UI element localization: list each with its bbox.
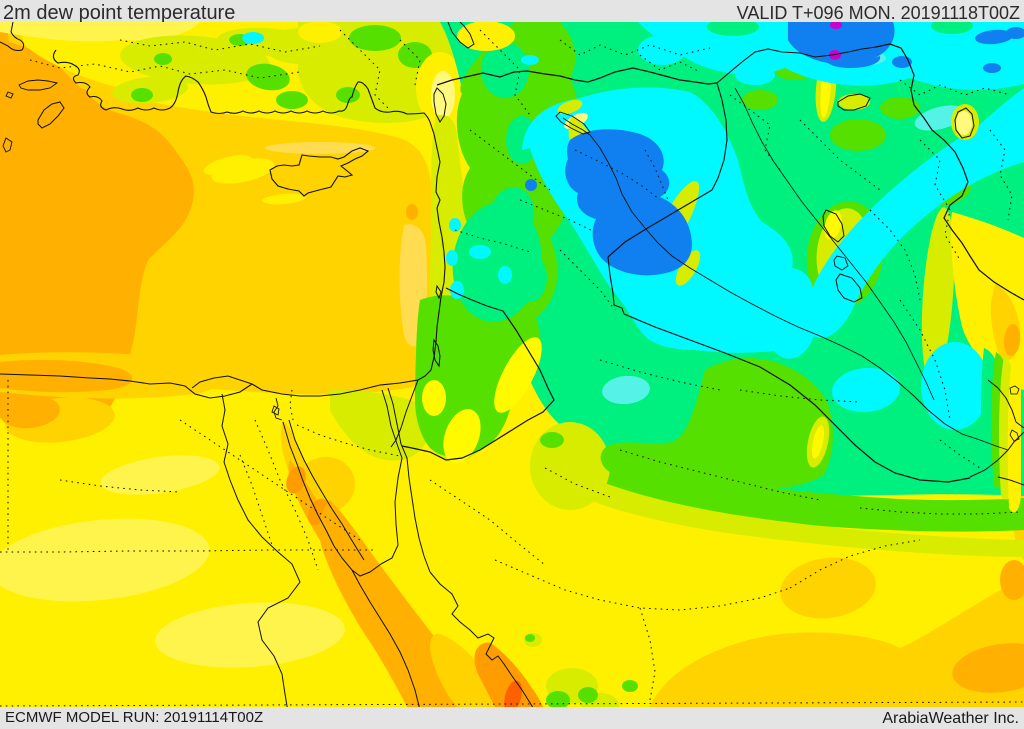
svg-text:2m dew point temperature: 2m dew point temperature xyxy=(3,2,235,24)
svg-text:ArabiaWeather Inc.: ArabiaWeather Inc. xyxy=(882,710,1019,727)
svg-text:ECMWF MODEL RUN: 20191114T00Z: ECMWF MODEL RUN: 20191114T00Z xyxy=(5,709,263,726)
svg-text:VALID T+096 MON. 20191118T00Z: VALID T+096 MON. 20191118T00Z xyxy=(737,3,1020,23)
